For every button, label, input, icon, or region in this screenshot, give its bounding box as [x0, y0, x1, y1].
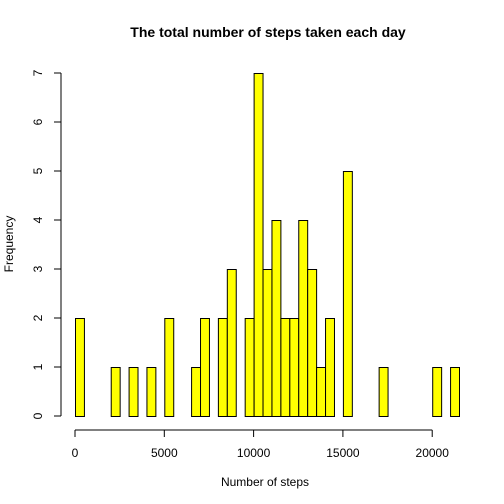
histogram-bar-42 [450, 367, 460, 417]
y-tick-label-1: 1 [31, 363, 45, 370]
x-tick-label-4: 20000 [416, 446, 450, 460]
histogram-bar-21 [262, 269, 273, 417]
histogram-bar-20 [253, 73, 264, 417]
histogram-bar-16 [217, 318, 228, 417]
y-tick-label-2: 2 [31, 314, 45, 321]
y-tick-label-7: 7 [31, 69, 45, 76]
y-tick-label-0: 0 [31, 412, 45, 419]
histogram-bar-4 [110, 367, 121, 417]
y-tick-label-4: 4 [31, 216, 45, 223]
histogram-bar-17 [226, 269, 237, 417]
histogram-bar-13 [191, 367, 202, 417]
y-tick-label-3: 3 [31, 265, 45, 272]
y-axis: 0 1 2 3 4 5 6 7 [31, 69, 62, 419]
histogram-bar-14 [200, 318, 210, 417]
x-axis-label: Number of steps [221, 475, 309, 489]
x-tick-label-0: 0 [72, 446, 79, 460]
x-axis: 0 5000 10000 15000 20000 [72, 429, 450, 460]
x-tick-label-3: 15000 [326, 446, 360, 460]
y-tick-label-5: 5 [31, 167, 45, 174]
histogram-bar-10 [164, 318, 175, 417]
histogram-bar-8 [146, 367, 157, 417]
y-tick-label-6: 6 [31, 118, 45, 125]
histogram-bar-24 [289, 318, 300, 417]
histogram-bar-0 [75, 318, 85, 417]
bars-group [75, 73, 460, 417]
histogram-bar-34 [378, 367, 389, 417]
histogram-bar-6 [128, 367, 139, 417]
histogram-bar-22 [271, 220, 282, 417]
histogram-bar-19 [244, 318, 255, 417]
histogram-bar-27 [316, 367, 327, 417]
histogram-bar-26 [307, 269, 318, 417]
histogram-bar-40 [432, 367, 443, 417]
histogram-bar-25 [298, 220, 309, 417]
x-tick-label-2: 10000 [237, 446, 271, 460]
x-tick-label-1: 5000 [151, 446, 178, 460]
histogram-bar-30 [342, 171, 353, 417]
chart-title: The total number of steps taken each day [130, 24, 406, 40]
y-axis-label: Frequency [2, 216, 16, 273]
histogram-bar-23 [280, 318, 291, 417]
histogram-bar-28 [325, 318, 335, 417]
